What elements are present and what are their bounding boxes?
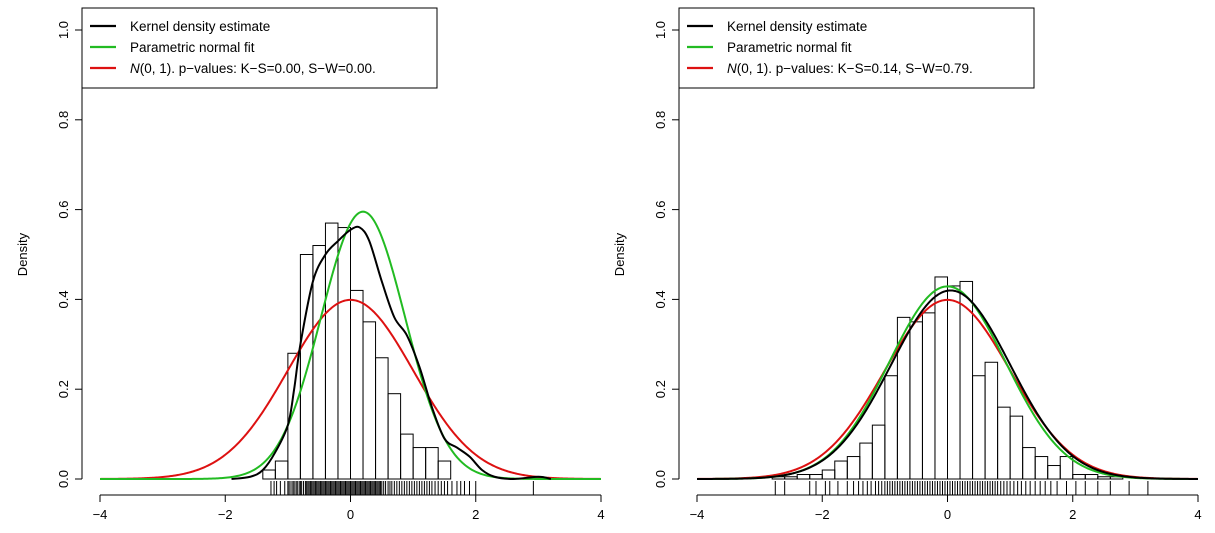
histogram-bar bbox=[846, 456, 861, 480]
histogram-bar bbox=[784, 476, 798, 480]
histogram-bar bbox=[350, 289, 364, 480]
x-tick-label: −4 bbox=[690, 507, 705, 522]
histogram-bar bbox=[1034, 456, 1049, 480]
legend-box bbox=[678, 7, 1035, 89]
y-tick-label: 0.6 bbox=[56, 201, 71, 219]
histogram-bar bbox=[337, 227, 352, 480]
x-tick-label: 4 bbox=[1194, 507, 1201, 522]
x-tick-label: −4 bbox=[93, 507, 108, 522]
legend: Kernel density estimate Parametric normal… bbox=[81, 7, 438, 89]
legend-entry: Parametric normal fit bbox=[727, 40, 852, 55]
y-tick-label: 0.6 bbox=[653, 201, 668, 219]
histogram-bar bbox=[1097, 476, 1111, 480]
histogram-bar bbox=[387, 393, 402, 480]
y-tick-label: 1.0 bbox=[653, 21, 668, 39]
histogram-bar bbox=[312, 245, 326, 480]
histogram bbox=[771, 276, 1124, 480]
histogram-bar bbox=[425, 447, 439, 480]
histogram-bar bbox=[884, 375, 898, 480]
histogram-bar bbox=[1009, 415, 1024, 480]
histogram-bar bbox=[1047, 465, 1061, 480]
x-tick-label: 4 bbox=[597, 507, 604, 522]
histogram-bar bbox=[1059, 456, 1074, 480]
histogram-bar bbox=[947, 285, 961, 480]
legend-italic-n: N bbox=[727, 61, 737, 76]
histogram bbox=[262, 222, 452, 480]
legend-box bbox=[81, 7, 438, 89]
rug bbox=[774, 481, 1149, 495]
y-tick-label: 0.4 bbox=[653, 290, 668, 308]
histogram-bar bbox=[934, 276, 948, 480]
rug bbox=[270, 481, 534, 495]
y-axis-title: Density bbox=[612, 232, 627, 276]
histogram-bar bbox=[362, 321, 377, 480]
legend-entry-text: (0, 1). p−values: K−S=0.00, S−W=0.00. bbox=[140, 61, 376, 76]
x-axis: −4 −2 0 2 4 bbox=[690, 494, 1202, 522]
histogram-bar bbox=[412, 447, 427, 480]
legend-entry: N(0, 1). p−values: K−S=0.14, S−W=0.79. bbox=[727, 61, 973, 76]
histogram-bar bbox=[274, 460, 289, 480]
histogram-bar bbox=[262, 469, 276, 480]
histogram-bar bbox=[796, 474, 811, 480]
y-tick-label: 0.4 bbox=[56, 290, 71, 308]
histogram-bar bbox=[834, 460, 848, 480]
y-tick-label: 0.0 bbox=[653, 470, 668, 488]
histogram-bar bbox=[909, 321, 923, 480]
legend-entry: Parametric normal fit bbox=[130, 40, 255, 55]
x-axis: −4 −2 0 2 4 bbox=[93, 494, 605, 522]
y-axis: 0.0 0.2 0.4 0.6 0.8 1.0 Density bbox=[15, 21, 83, 488]
histogram-bar bbox=[400, 433, 414, 480]
histogram-bar bbox=[997, 406, 1011, 480]
y-tick-label: 0.8 bbox=[653, 111, 668, 129]
histogram-bar bbox=[1084, 474, 1099, 480]
histogram-bar bbox=[809, 474, 823, 480]
kde-curve bbox=[697, 289, 1199, 480]
x-tick-label: −2 bbox=[218, 507, 233, 522]
histogram-bar bbox=[1022, 447, 1036, 480]
histogram-bar bbox=[375, 357, 389, 480]
y-tick-label: 1.0 bbox=[56, 21, 71, 39]
legend-italic-n: N bbox=[130, 61, 140, 76]
kde-curve bbox=[231, 225, 552, 481]
y-tick-label: 0.2 bbox=[653, 380, 668, 398]
right-density-panel: −4 −2 0 2 4 0.0 0.2 0.4 0.6 0.8 1.0 Density Kernel d… bbox=[612, 7, 1202, 522]
reference-normal-curve bbox=[99, 298, 602, 480]
histogram-bar bbox=[972, 375, 986, 480]
legend-entry: Kernel density estimate bbox=[130, 19, 270, 34]
histogram-bar bbox=[821, 469, 836, 480]
y-axis: 0.0 0.2 0.4 0.6 0.8 1.0 Density bbox=[612, 21, 680, 488]
x-tick-label: 2 bbox=[472, 507, 479, 522]
histogram-bar bbox=[1072, 474, 1086, 480]
x-tick-label: 2 bbox=[1069, 507, 1076, 522]
histogram-bar bbox=[437, 460, 452, 480]
left-density-panel: −4 −2 0 2 4 0.0 0.2 0.4 0.6 0.8 1.0 Density Kernel d… bbox=[15, 7, 605, 522]
histogram-bar bbox=[871, 424, 886, 480]
histogram-bar bbox=[921, 312, 936, 480]
x-tick-label: 0 bbox=[944, 507, 951, 522]
y-tick-label: 0.2 bbox=[56, 380, 71, 398]
x-tick-label: 0 bbox=[347, 507, 354, 522]
y-axis-title: Density bbox=[15, 232, 30, 276]
y-tick-label: 0.8 bbox=[56, 111, 71, 129]
histogram-bar bbox=[859, 442, 873, 480]
y-tick-label: 0.0 bbox=[56, 470, 71, 488]
histogram-bar bbox=[984, 361, 999, 480]
legend-entry: N(0, 1). p−values: K−S=0.00, S−W=0.00. bbox=[130, 61, 376, 76]
x-tick-label: −2 bbox=[815, 507, 830, 522]
legend-entry-text: (0, 1). p−values: K−S=0.14, S−W=0.79. bbox=[737, 61, 973, 76]
legend: Kernel density estimate Parametric normal… bbox=[678, 7, 1035, 89]
legend-entry: Kernel density estimate bbox=[727, 19, 867, 34]
